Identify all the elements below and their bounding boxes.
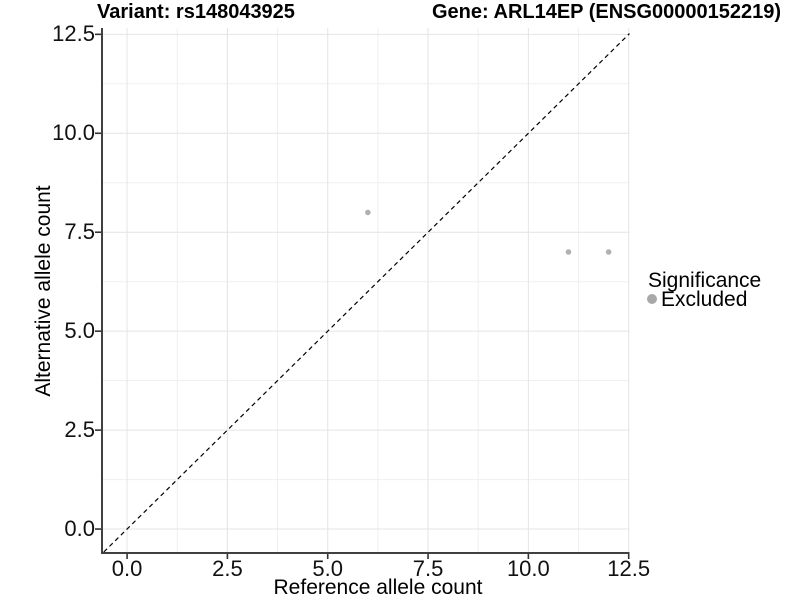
data-point <box>365 209 371 216</box>
identity-line <box>103 33 630 553</box>
y-tick-label: 5.0 <box>64 318 95 344</box>
y-axis-title: Alternative allele count <box>32 185 55 397</box>
x-axis-title: Reference allele count <box>273 576 483 599</box>
y-tick-label: 12.5 <box>52 21 95 47</box>
legend-title: Significance <box>648 269 762 292</box>
x-tick-label: 2.5 <box>212 556 243 581</box>
x-tick-label: 0.0 <box>111 556 143 581</box>
data-point <box>565 249 572 255</box>
legend-item-label-excluded: Excluded <box>661 288 748 311</box>
legend-point-swatch-icon <box>647 294 657 304</box>
plot-title-variant: Variant: rs148043925 <box>97 1 295 23</box>
x-tick-label: 12.5 <box>607 556 651 581</box>
y-tick-label: 2.5 <box>64 417 95 443</box>
x-tick-label: 7.5 <box>412 556 444 581</box>
x-tick-label: 10.0 <box>506 556 550 581</box>
y-tick-label: 7.5 <box>64 219 95 245</box>
y-tick-label: 0.0 <box>64 516 95 542</box>
plot-title-gene: Gene: ARL14EP (ENSG00000152219) <box>432 1 782 23</box>
y-tick-label: 10.0 <box>52 120 95 146</box>
data-point <box>605 249 612 255</box>
x-tick-label: 5.0 <box>312 556 344 581</box>
